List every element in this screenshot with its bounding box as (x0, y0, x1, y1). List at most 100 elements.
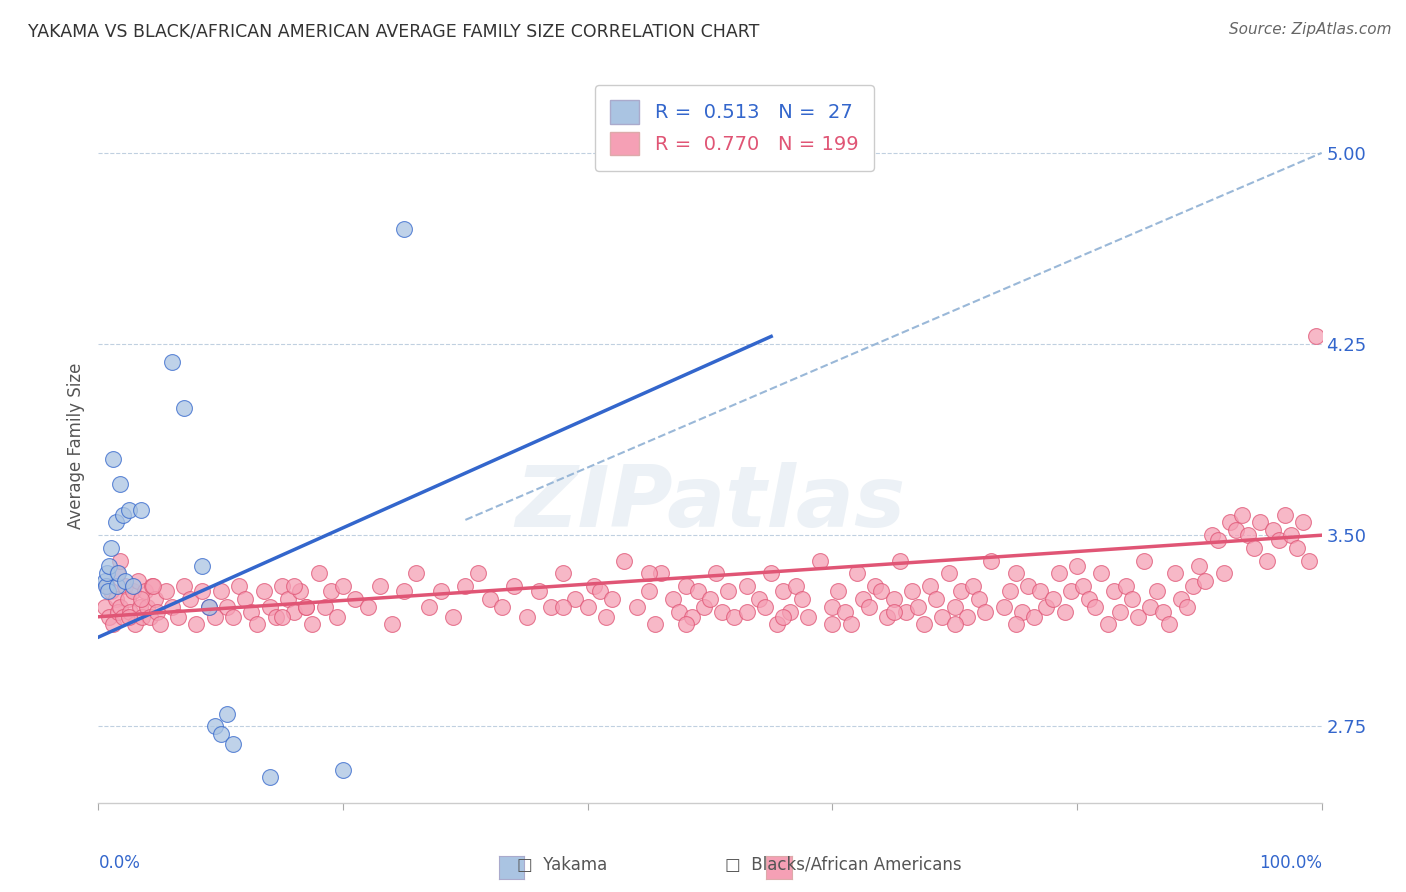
Point (515, 609, 537, 624)
Point (392, 222, 416, 236)
Point (503, 579, 526, 593)
Point (1035, 599, 1057, 614)
Point (454, 579, 477, 593)
Point (1139, 599, 1161, 614)
Point (160, 599, 183, 614)
Point (1230, 508, 1253, 522)
Point (761, 566, 783, 581)
Point (105, 579, 128, 593)
Point (107, 605, 129, 619)
Point (222, 737, 245, 751)
Point (1090, 566, 1112, 581)
Point (912, 617, 935, 632)
Point (1274, 508, 1296, 522)
Point (650, 566, 672, 581)
Point (283, 605, 305, 619)
Point (228, 579, 250, 593)
Point (246, 617, 269, 632)
Point (467, 566, 489, 581)
Point (441, 609, 464, 624)
Point (155, 584, 177, 599)
Point (1212, 566, 1234, 581)
Point (949, 584, 972, 599)
Point (290, 584, 312, 599)
Point (121, 579, 143, 593)
Point (93, 599, 115, 614)
Point (332, 763, 354, 777)
Point (600, 591, 623, 606)
Point (931, 609, 953, 624)
Point (1053, 605, 1076, 619)
Point (100, 541, 122, 555)
Point (693, 599, 716, 614)
Point (1042, 591, 1064, 606)
Point (117, 591, 139, 606)
Point (772, 609, 794, 624)
Point (127, 574, 149, 588)
Point (110, 599, 132, 614)
Text: YAKAMA VS BLACK/AFRICAN AMERICAN AVERAGE FAMILY SIZE CORRELATION CHART: YAKAMA VS BLACK/AFRICAN AMERICAN AVERAGE… (28, 22, 759, 40)
Point (834, 605, 856, 619)
Point (863, 579, 886, 593)
Point (259, 770, 281, 784)
Point (626, 599, 648, 614)
Point (1115, 579, 1137, 593)
Point (270, 579, 294, 593)
Point (101, 451, 124, 466)
Point (748, 591, 770, 606)
Point (93, 574, 115, 588)
Point (754, 599, 776, 614)
Point (540, 599, 562, 614)
Text: Source: ZipAtlas.com: Source: ZipAtlas.com (1229, 22, 1392, 37)
Point (104, 591, 127, 606)
Point (675, 579, 697, 593)
Point (1206, 533, 1229, 548)
Text: □  Blacks/African Americans: □ Blacks/African Americans (725, 856, 962, 874)
Point (129, 502, 152, 516)
Point (1004, 617, 1026, 632)
Point (1261, 523, 1284, 537)
Point (1060, 584, 1083, 599)
Point (735, 579, 758, 593)
Point (974, 605, 997, 619)
Point (1268, 533, 1291, 548)
Point (209, 727, 232, 741)
Point (797, 609, 820, 624)
Point (845, 566, 868, 581)
Point (405, 566, 427, 581)
Point (233, 591, 256, 606)
Point (723, 609, 745, 624)
Point (998, 584, 1021, 599)
Point (901, 584, 924, 599)
Point (527, 584, 550, 599)
Point (717, 584, 740, 599)
Point (179, 591, 201, 606)
Point (779, 605, 801, 619)
Point (252, 584, 274, 599)
Point (111, 508, 134, 522)
Point (1102, 584, 1125, 599)
Point (920, 579, 942, 593)
Point (222, 609, 245, 624)
Point (197, 599, 219, 614)
Point (785, 579, 807, 593)
Point (131, 609, 153, 624)
Point (589, 584, 612, 599)
Point (136, 599, 159, 614)
Point (967, 591, 990, 606)
Point (1182, 579, 1205, 593)
Point (1029, 584, 1052, 599)
Point (1219, 516, 1241, 530)
Point (1201, 528, 1223, 542)
Point (277, 591, 299, 606)
Point (381, 617, 404, 632)
Point (173, 401, 195, 415)
Point (114, 574, 136, 588)
Point (1128, 609, 1150, 624)
Point (943, 599, 966, 614)
Point (1175, 599, 1198, 614)
Point (110, 554, 132, 568)
Point (105, 566, 128, 581)
Point (197, 599, 219, 614)
Point (1078, 591, 1101, 606)
